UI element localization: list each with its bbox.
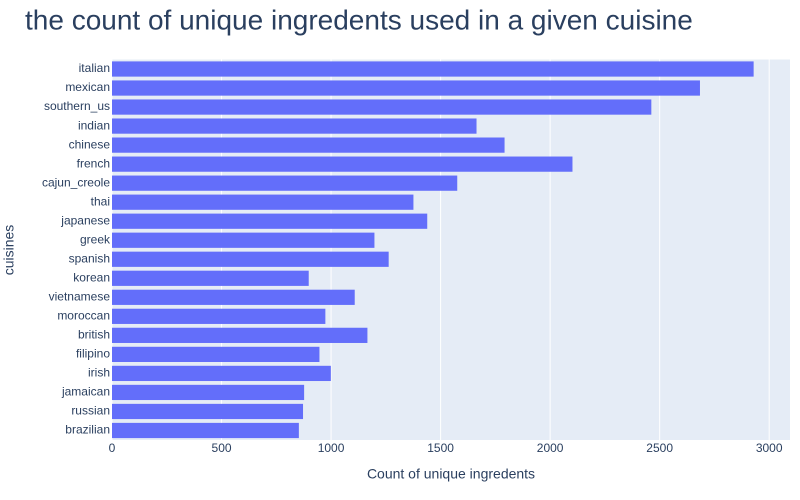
y-tick-label: thai [91, 194, 110, 208]
y-tick-label: japanese [60, 213, 110, 227]
y-tick-label: indian [78, 118, 110, 132]
chart-title: the count of unique ingredents used in a… [25, 4, 693, 35]
bar [112, 308, 326, 324]
bar [112, 365, 331, 382]
bar [112, 137, 505, 153]
bar [112, 118, 477, 134]
y-tick-label: brazilian [65, 423, 110, 437]
y-tick-label: moroccan [57, 309, 110, 323]
y-tick-label: vietnamese [49, 289, 111, 303]
x-tick-label: 2000 [537, 441, 564, 455]
y-tick-label: greek [80, 232, 111, 246]
y-tick-label: british [78, 328, 110, 342]
x-tick-label: 1500 [427, 441, 454, 455]
y-tick-label: italian [79, 61, 110, 75]
bar [112, 99, 652, 115]
x-tick-label: 3000 [756, 441, 783, 455]
x-tick-label: 1000 [318, 441, 345, 455]
y-tick-label: southern_us [44, 99, 110, 113]
y-tick-label: filipino [76, 347, 110, 361]
y-tick-label: french [77, 156, 110, 170]
x-tick-label: 0 [109, 441, 116, 455]
y-tick-label: russian [71, 404, 110, 418]
y-tick-label: irish [88, 366, 110, 380]
x-tick-label: 2500 [646, 441, 673, 455]
bar [112, 403, 304, 420]
bar [112, 80, 700, 96]
bar [112, 346, 320, 362]
bar [112, 327, 368, 343]
x-axis-title: Count of unique ingredents [367, 466, 535, 482]
y-tick-label: jamaican [61, 385, 110, 399]
bar [112, 289, 355, 305]
bar [112, 270, 309, 286]
bar [112, 156, 573, 172]
bar [112, 422, 299, 439]
bar [112, 175, 458, 191]
y-tick-label: korean [73, 270, 110, 284]
bar [112, 61, 754, 77]
plot-background [112, 59, 790, 440]
bar [112, 232, 375, 248]
bar [112, 194, 414, 210]
x-tick-label: 500 [212, 441, 232, 455]
bar [112, 251, 389, 267]
y-tick-label: chinese [69, 137, 111, 151]
bar [112, 384, 305, 401]
bar [112, 213, 428, 229]
y-tick-label: cajun_creole [42, 175, 110, 189]
y-axis-title: cuisines [1, 225, 17, 276]
y-tick-label: spanish [69, 251, 110, 265]
y-tick-label: mexican [65, 80, 110, 94]
